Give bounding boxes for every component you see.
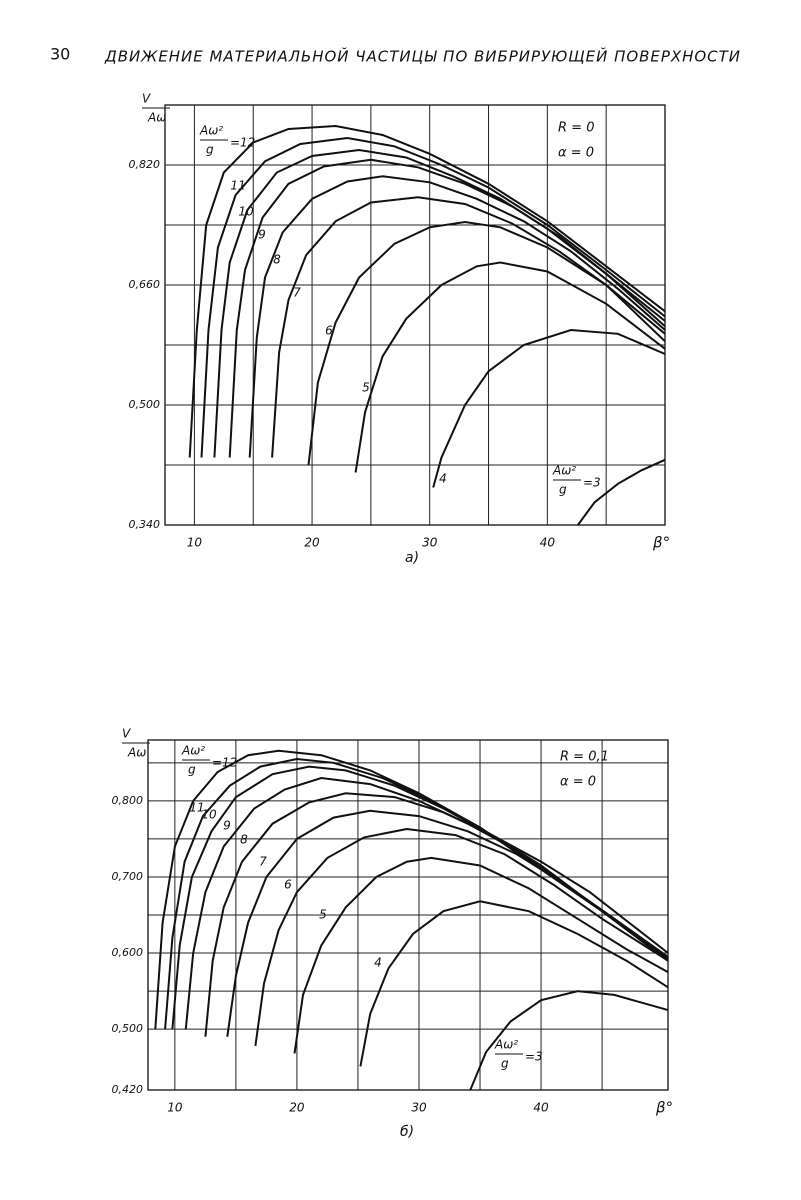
fraction-denominator: g <box>206 143 214 157</box>
curve <box>432 328 666 488</box>
running-title: ДВИЖЕНИЕ МАТЕРИАЛЬНОЙ ЧАСТИЦЫ ПО ВИБРИРУ… <box>104 47 740 66</box>
series-label: 12 <box>240 136 255 150</box>
x-axis-label: β° <box>652 534 670 552</box>
series-label: 8 <box>273 253 281 267</box>
curve <box>228 158 666 458</box>
fraction-denominator: Aω <box>147 111 166 125</box>
series-label: 11 <box>189 801 204 815</box>
y-tick-label: 0,600 <box>112 946 144 959</box>
fraction-numerator: Aω² <box>494 1038 518 1052</box>
x-tick-label: 40 <box>540 536 556 550</box>
series-label: 7 <box>259 855 267 869</box>
x-tick-label: 40 <box>533 1101 549 1115</box>
series-label: 9 <box>258 228 266 242</box>
x-tick-label: 20 <box>304 536 320 550</box>
y-tick-label: 0,700 <box>112 870 144 883</box>
series-label: 7 <box>293 286 301 300</box>
fraction-numerator: V <box>122 727 131 741</box>
fraction-denominator: Aω <box>127 746 146 760</box>
series-label: 3 <box>593 476 601 490</box>
page-number: 30 <box>50 45 70 64</box>
plot-frame <box>164 104 666 526</box>
parameter-sign: = <box>525 1050 535 1064</box>
parameter-sign: = <box>583 476 593 490</box>
fraction-numerator: Aω² <box>552 464 576 478</box>
x-tick-label: 30 <box>422 536 438 550</box>
x-tick-label: 10 <box>187 536 203 550</box>
curve <box>248 175 666 458</box>
y-tick-label: 0,800 <box>112 794 144 807</box>
fraction-denominator: g <box>559 483 567 497</box>
series-label: 9 <box>223 819 231 833</box>
curve <box>307 220 666 466</box>
fraction-numerator: Aω² <box>181 744 205 758</box>
curve <box>213 148 666 458</box>
curve <box>254 827 669 1047</box>
figure-caption: а) <box>405 550 419 566</box>
curve <box>354 261 666 473</box>
fraction-denominator: g <box>188 763 196 777</box>
plot-frame <box>147 739 669 1091</box>
annotation: α = 0 <box>560 775 596 790</box>
x-tick-label: 20 <box>289 1101 305 1115</box>
curve <box>469 990 669 1091</box>
curve <box>271 196 666 458</box>
x-tick-label: 10 <box>167 1101 183 1115</box>
figure-caption: б) <box>400 1124 414 1140</box>
series-label: 12 <box>222 756 237 770</box>
curve <box>188 124 666 458</box>
annotation: R = 0 <box>558 121 594 136</box>
series-label: 10 <box>201 808 217 822</box>
y-tick-label: 0,660 <box>129 278 161 291</box>
series-label: 6 <box>325 324 333 338</box>
curve <box>171 765 669 1030</box>
curve <box>204 792 669 1037</box>
fraction-numerator: V <box>142 92 151 106</box>
series-label: 5 <box>319 908 327 922</box>
annotation: R = 0,1 <box>560 750 609 765</box>
curve <box>226 809 669 1037</box>
parameter-sign: = <box>230 136 240 150</box>
series-label: 3 <box>535 1050 543 1064</box>
fraction-denominator: g <box>501 1057 509 1071</box>
series-label: 11 <box>230 179 245 193</box>
curve <box>577 458 666 526</box>
y-tick-label: 0,420 <box>112 1083 144 1096</box>
curve <box>359 900 669 1067</box>
annotation: α = 0 <box>558 146 594 161</box>
series-label: 4 <box>374 956 382 970</box>
y-tick-label: 0,500 <box>112 1022 144 1035</box>
curve <box>200 136 666 458</box>
series-label: 4 <box>439 472 447 486</box>
y-tick-label: 0,340 <box>129 518 161 531</box>
series-label: 5 <box>362 381 370 395</box>
curve <box>293 856 669 1054</box>
y-tick-label: 0,500 <box>129 398 161 411</box>
y-tick-label: 0,820 <box>129 158 161 171</box>
x-axis-label: β° <box>655 1099 673 1117</box>
x-tick-label: 30 <box>411 1101 427 1115</box>
parameter-sign: = <box>212 756 222 770</box>
series-label: 6 <box>284 878 292 892</box>
series-label: 10 <box>238 205 254 219</box>
fraction-numerator: Aω² <box>199 124 223 138</box>
series-label: 8 <box>240 833 248 847</box>
